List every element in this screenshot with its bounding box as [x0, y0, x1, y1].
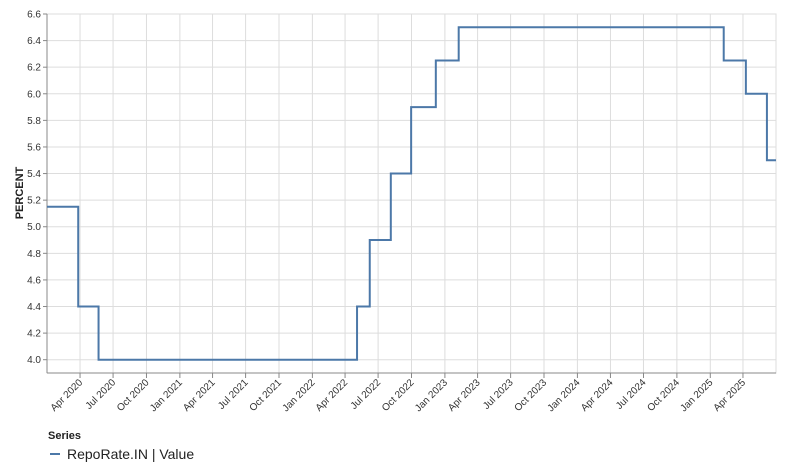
- y-tick-label: 6.4: [27, 36, 41, 47]
- x-tick-label: Jul 2021: [216, 377, 251, 412]
- y-tick-label: 5.0: [27, 222, 41, 233]
- y-tick-label: 4.4: [27, 302, 41, 313]
- x-tick-label: Apr 2020: [49, 377, 86, 414]
- y-axis-title: PERCENT: [14, 166, 26, 219]
- y-tick-label: 5.6: [27, 142, 41, 153]
- y-tick-label: 6.6: [27, 10, 41, 21]
- y-tick-label: 5.2: [27, 196, 41, 207]
- y-tick-label: 6.0: [27, 89, 41, 100]
- axis-layer: 4.0 4.2 4.4 4.6 4.8 5.0 5.2 5.4 5.6 5.8 6.0 6.2 6.4 6…: [27, 10, 776, 414]
- y-tick-label: 4.8: [27, 249, 41, 260]
- legend-swatch: [50, 453, 60, 455]
- x-tick-label: Apr 2024: [579, 377, 616, 414]
- x-tick-label: Jan 2021: [148, 377, 185, 414]
- x-tick-label: Jan 2025: [679, 377, 716, 414]
- x-tick-label: Apr 2022: [314, 377, 351, 414]
- x-tick-label: Oct 2024: [646, 377, 683, 414]
- x-tick-label: Oct 2022: [380, 377, 417, 414]
- x-tick-label: Jul 2024: [614, 377, 649, 412]
- x-tick-label: Apr 2021: [181, 377, 218, 414]
- x-tick-label: Jan 2022: [281, 377, 318, 414]
- chart-svg: 4.0 4.2 4.4 4.6 4.8 5.0 5.2 5.4 5.6 5.8 6.0 6.2 6.4 6…: [14, 10, 777, 414]
- series-layer: [47, 26, 776, 361]
- y-tick-label: 4.0: [27, 355, 41, 366]
- x-tick-label: Jul 2023: [481, 377, 516, 412]
- x-tick-label: Oct 2020: [115, 377, 152, 414]
- x-tick-label: Oct 2023: [513, 377, 550, 414]
- legend-item-label: RepoRate.IN | Value: [67, 446, 195, 462]
- legend-title: Series: [48, 430, 82, 442]
- y-tick-label: 5.8: [27, 116, 41, 127]
- x-tick-label: Jan 2024: [546, 377, 583, 414]
- y-tick-label: 5.4: [27, 169, 41, 180]
- x-tick-label: Oct 2021: [248, 377, 285, 414]
- y-tick-label: 4.6: [27, 275, 41, 286]
- x-tick-label: Apr 2025: [712, 377, 749, 414]
- x-tick-label: Jan 2023: [413, 377, 450, 414]
- y-tick-label: 6.2: [27, 63, 41, 74]
- x-tick-label: Apr 2023: [446, 377, 483, 414]
- series-line: [47, 26, 776, 361]
- y-tick-label: 4.2: [27, 329, 41, 340]
- x-tick-label: Jul 2022: [349, 377, 384, 412]
- x-tick-label: Jul 2020: [84, 377, 119, 412]
- legend: Series RepoRate.IN | Value: [48, 430, 194, 462]
- legend-item[interactable]: RepoRate.IN | Value: [48, 446, 194, 462]
- grid-layer: [46, 13, 777, 374]
